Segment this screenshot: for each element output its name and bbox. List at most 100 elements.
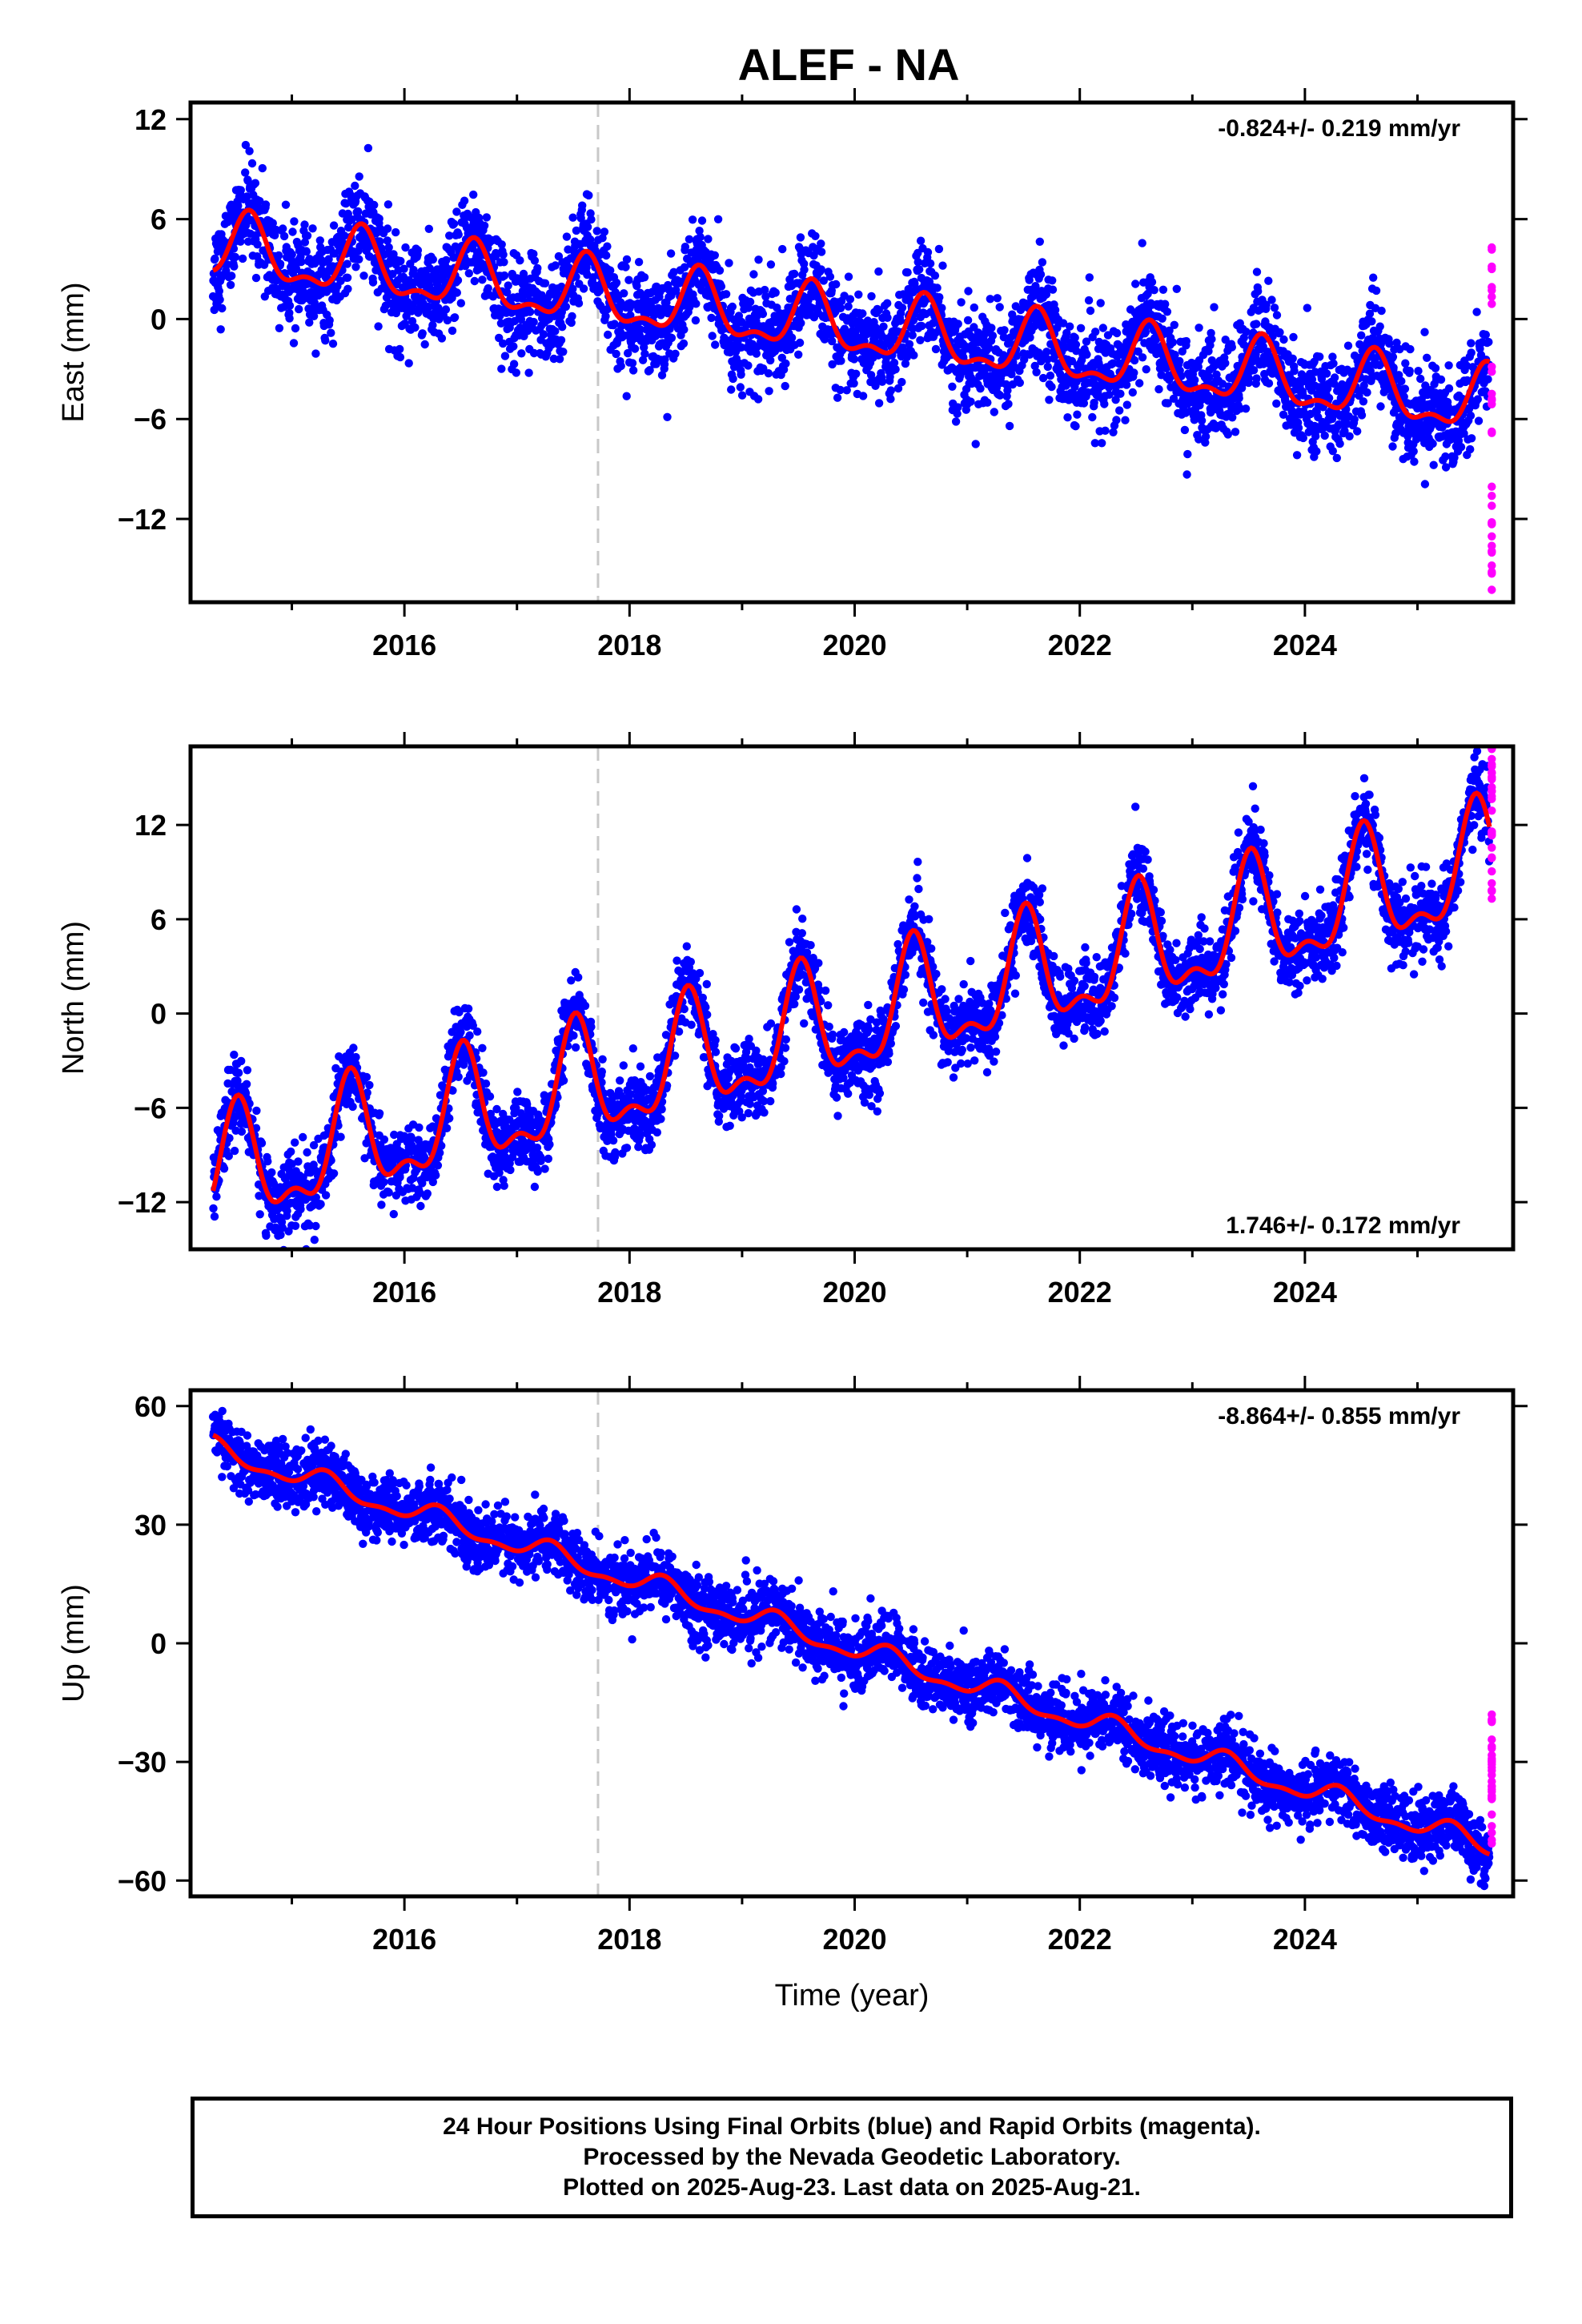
final-orbit-point bbox=[321, 1191, 331, 1200]
final-orbit-point bbox=[343, 273, 352, 282]
final-orbit-point bbox=[309, 312, 319, 320]
final-orbit-point bbox=[464, 269, 473, 278]
final-orbit-point bbox=[1416, 374, 1425, 384]
final-orbit-point bbox=[1071, 340, 1081, 349]
final-orbit-point bbox=[1042, 348, 1051, 356]
final-orbit-point bbox=[586, 209, 595, 218]
final-orbit-point bbox=[454, 230, 463, 239]
final-orbit-point bbox=[555, 355, 564, 364]
final-orbit-point bbox=[1400, 384, 1410, 393]
final-orbit-point bbox=[572, 226, 581, 235]
final-orbit-point bbox=[480, 221, 489, 230]
final-orbit-point bbox=[224, 1152, 233, 1160]
rapid-orbit-point bbox=[1488, 292, 1496, 301]
final-orbit-point bbox=[1288, 354, 1297, 363]
final-orbit-point bbox=[1141, 328, 1150, 336]
final-orbit-point bbox=[551, 327, 560, 336]
final-orbit-point bbox=[529, 317, 538, 327]
final-orbit-point bbox=[327, 328, 335, 337]
final-orbit-point bbox=[1377, 306, 1386, 316]
final-orbit-point bbox=[540, 279, 550, 287]
final-orbit-point bbox=[1409, 447, 1418, 456]
rapid-orbit-point bbox=[1488, 569, 1496, 578]
final-orbit-point bbox=[713, 215, 723, 223]
rapid-orbit-point bbox=[1488, 492, 1496, 501]
final-orbit-point bbox=[1472, 308, 1481, 316]
final-orbit-point bbox=[811, 231, 820, 240]
final-orbit-point bbox=[886, 395, 895, 404]
final-orbit-point bbox=[1175, 356, 1184, 366]
final-orbit-point bbox=[1241, 404, 1251, 413]
final-orbit-point bbox=[1112, 416, 1121, 424]
final-orbit-point bbox=[238, 254, 247, 263]
final-orbit-point bbox=[680, 263, 689, 271]
final-orbit-point bbox=[874, 399, 884, 408]
final-orbit-point bbox=[1070, 333, 1079, 342]
final-orbit-point bbox=[556, 336, 566, 344]
rapid-orbit-point bbox=[1488, 547, 1496, 556]
final-orbit-point bbox=[737, 391, 747, 400]
final-orbit-point bbox=[657, 371, 667, 380]
final-orbit-point bbox=[1043, 355, 1052, 364]
final-orbit-point bbox=[1100, 400, 1109, 408]
final-orbit-point bbox=[764, 369, 773, 378]
final-orbit-point bbox=[800, 265, 809, 274]
final-orbit-point bbox=[285, 301, 295, 310]
final-orbit-point bbox=[1460, 429, 1468, 438]
final-orbit-point bbox=[1315, 352, 1324, 361]
final-orbit-point bbox=[583, 223, 592, 231]
final-orbit-point bbox=[568, 213, 577, 222]
final-orbit-point bbox=[1165, 326, 1174, 335]
final-orbit-point bbox=[1168, 338, 1178, 347]
final-orbit-point bbox=[1363, 388, 1371, 397]
final-orbit-point bbox=[1031, 282, 1040, 291]
final-orbit-point bbox=[230, 1050, 239, 1059]
final-orbit-point bbox=[951, 417, 961, 426]
final-orbit-point bbox=[1389, 363, 1398, 372]
final-orbit-point bbox=[1086, 306, 1095, 316]
final-orbit-point bbox=[717, 282, 726, 291]
final-orbit-point bbox=[797, 319, 805, 328]
final-orbit-point bbox=[383, 224, 392, 233]
final-orbit-point bbox=[842, 386, 851, 395]
final-orbit-point bbox=[497, 364, 506, 373]
final-orbit-point bbox=[766, 260, 776, 269]
final-orbit-point bbox=[1367, 317, 1376, 326]
rapid-orbit-point bbox=[1488, 368, 1496, 376]
final-orbit-point bbox=[986, 295, 995, 304]
final-orbit-point bbox=[1481, 330, 1491, 340]
final-orbit-point bbox=[1180, 425, 1190, 435]
final-orbit-point bbox=[729, 374, 737, 384]
final-orbit-point bbox=[229, 244, 239, 253]
final-orbit-point bbox=[305, 318, 314, 327]
final-orbit-point bbox=[1264, 379, 1274, 388]
final-orbit-point bbox=[612, 349, 620, 359]
final-orbit-point bbox=[963, 316, 973, 325]
final-orbit-point bbox=[1138, 353, 1147, 362]
final-orbit-point bbox=[325, 316, 334, 325]
final-orbit-point bbox=[275, 324, 284, 332]
final-orbit-point bbox=[1085, 273, 1094, 282]
final-orbit-point bbox=[781, 381, 789, 391]
final-orbit-point bbox=[255, 1210, 264, 1219]
final-orbit-point bbox=[383, 236, 391, 245]
final-orbit-point bbox=[1441, 452, 1450, 461]
plot-area-east bbox=[208, 103, 1496, 602]
final-orbit-point bbox=[525, 308, 535, 316]
final-orbit-point bbox=[473, 1027, 482, 1036]
final-orbit-point bbox=[549, 354, 558, 364]
final-orbit-point bbox=[645, 366, 654, 375]
final-orbit-point bbox=[1252, 267, 1262, 276]
x-tick-label: 2018 bbox=[597, 629, 661, 661]
final-orbit-point bbox=[311, 1221, 320, 1231]
final-orbit-point bbox=[1345, 432, 1354, 440]
final-orbit-point bbox=[294, 1157, 303, 1166]
final-orbit-point bbox=[1000, 326, 1009, 335]
final-orbit-point bbox=[679, 339, 689, 348]
final-orbit-point bbox=[711, 340, 720, 349]
final-orbit-point bbox=[897, 377, 906, 387]
final-orbit-point bbox=[316, 1200, 325, 1208]
final-orbit-point bbox=[909, 351, 918, 360]
final-orbit-point bbox=[1262, 300, 1271, 310]
